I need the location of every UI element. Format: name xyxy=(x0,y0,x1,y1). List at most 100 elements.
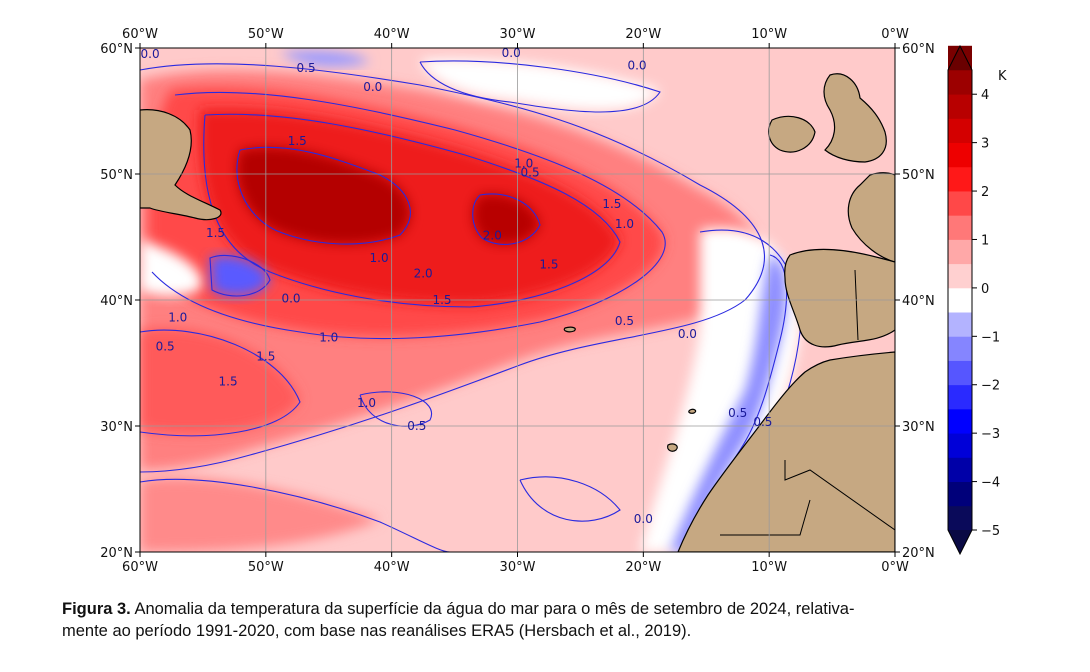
contour-line xyxy=(209,254,271,297)
anomaly-cold-iberia xyxy=(670,255,787,552)
contour-label: 1.5 xyxy=(602,197,621,211)
colorbar-segment xyxy=(948,191,972,216)
colorbar-tick-label: 2 xyxy=(981,185,989,200)
land-iberia xyxy=(784,248,895,348)
colorbar-unit: K xyxy=(998,69,1007,84)
lon-label-top: 60°W xyxy=(122,27,158,42)
land-newfoundland xyxy=(140,109,222,221)
colorbar-segment xyxy=(948,384,972,410)
lon-label-top: 20°W xyxy=(625,27,661,42)
contour-label: 1.0 xyxy=(514,157,533,171)
contour-label: 0.5 xyxy=(297,61,316,75)
colorbar-segment xyxy=(948,215,972,240)
contour-label: 1.5 xyxy=(432,293,451,307)
land xyxy=(140,73,895,552)
colorbar-tick-label: −4 xyxy=(981,476,1000,491)
contour-label: 2.0 xyxy=(483,229,502,243)
land-azores xyxy=(563,326,576,333)
colorbar-segment xyxy=(948,481,972,507)
anomaly-south-warm xyxy=(140,477,380,552)
colorbar-segment xyxy=(948,287,972,313)
caption-label: Figura 3. xyxy=(62,600,131,618)
lon-label-top: 30°W xyxy=(500,27,536,42)
anomaly-zero-north xyxy=(420,59,660,110)
colorbar-tick-label: −5 xyxy=(981,524,1000,539)
colorbar-segment xyxy=(948,312,972,337)
lon-label-bottom: 30°W xyxy=(500,560,536,575)
caption-text-line2: mente ao período 1991-2020, com base nas… xyxy=(62,622,692,640)
contour-label: 0.0 xyxy=(141,47,160,61)
colorbar-tick-label: −1 xyxy=(981,330,1000,345)
lon-label-top: 40°W xyxy=(374,27,410,42)
colorbar-segment xyxy=(948,336,972,361)
colorbar-segment xyxy=(948,94,972,119)
contour-label: 0.5 xyxy=(156,339,175,353)
colorbar-segment xyxy=(948,433,972,458)
colorbar-extend-high xyxy=(948,46,972,70)
lat-label-left: 30°N xyxy=(100,420,133,435)
contour-label: 2.0 xyxy=(414,266,433,280)
lon-label-bottom: 10°W xyxy=(751,560,787,575)
contour-label: 1.5 xyxy=(539,258,558,272)
contour-label: 1.5 xyxy=(206,226,225,240)
colorbar-segment xyxy=(948,360,972,386)
colorbar-tick-label: −2 xyxy=(981,379,1000,394)
lat-label-right: 60°N xyxy=(902,42,935,57)
lon-label-bottom: 0°W xyxy=(881,560,909,575)
land-canary-islands xyxy=(667,443,678,452)
anomaly-3k-core-east xyxy=(472,194,540,245)
contour-label: 1.0 xyxy=(168,310,187,324)
colorbar-tick-label: −3 xyxy=(981,427,1000,442)
lon-label-bottom: 40°W xyxy=(374,560,410,575)
contour-label: 0.0 xyxy=(634,512,653,526)
colorbar-tick-label: 1 xyxy=(981,233,989,248)
contour-label: 0.0 xyxy=(363,80,382,94)
contour-label: 1.5 xyxy=(256,349,275,363)
contour-label: 0.0 xyxy=(627,58,646,72)
colorbar-tick-label: 4 xyxy=(981,88,989,103)
lon-label-bottom: 20°W xyxy=(625,560,661,575)
colorbar-segment xyxy=(948,263,972,289)
anomaly-zero-nw xyxy=(140,240,202,296)
land-france xyxy=(847,172,895,263)
contour-labels: 0.00.50.00.00.01.51.00.51.51.01.51.02.01… xyxy=(141,46,773,526)
contour-label: 1.0 xyxy=(370,251,389,265)
contour-line xyxy=(203,113,621,308)
lat-label-right: 30°N xyxy=(902,420,935,435)
contour-label: 0.5 xyxy=(753,415,772,429)
axis-labels: 60°W 60°W 50°W 50°W 40°W 40°W 30°W 30°W 20°W 20°W… xyxy=(100,27,935,575)
lat-label-right: 50°N xyxy=(902,168,935,183)
contour-label: 0.5 xyxy=(407,419,426,433)
contour-label: 0.0 xyxy=(281,292,300,306)
land-africa xyxy=(677,351,895,552)
contour-line xyxy=(140,478,451,552)
colorbar-segment xyxy=(948,166,972,192)
lon-label-top: 0°W xyxy=(881,27,909,42)
contour-label: 0.0 xyxy=(502,46,521,60)
colorbar-extend-low xyxy=(948,530,972,554)
anomaly-3k-core xyxy=(236,147,411,245)
colorbar-segment xyxy=(948,239,972,265)
border-line xyxy=(720,499,811,536)
lat-label-left: 20°N xyxy=(100,546,133,561)
lon-label-top: 10°W xyxy=(751,27,787,42)
lon-label-top: 50°W xyxy=(248,27,284,42)
contour-label: 1.0 xyxy=(319,331,338,345)
contour-label: 1.0 xyxy=(357,396,376,410)
contour-line xyxy=(140,329,301,437)
colorbar-tick-label: 3 xyxy=(981,137,989,152)
contour-label: 0.5 xyxy=(728,406,747,420)
colorbar-segment xyxy=(948,505,972,531)
sst-anomaly-figure: 0.00.50.00.00.01.51.00.51.51.01.51.02.01… xyxy=(100,27,1007,575)
contour-label: 1.5 xyxy=(219,375,238,389)
lat-label-left: 60°N xyxy=(100,42,133,57)
border-line xyxy=(784,460,895,531)
colorbar-segment xyxy=(948,70,972,95)
colorbar-segment xyxy=(948,457,972,482)
contour-line xyxy=(140,63,765,473)
lat-label-right: 40°N xyxy=(902,294,935,309)
colorbar-segment xyxy=(948,408,972,434)
figure-caption: Figura 3. Anomalia da temperatura da sup… xyxy=(62,598,1052,642)
contour-label: 0.5 xyxy=(521,166,540,180)
lat-label-left: 50°N xyxy=(100,168,133,183)
